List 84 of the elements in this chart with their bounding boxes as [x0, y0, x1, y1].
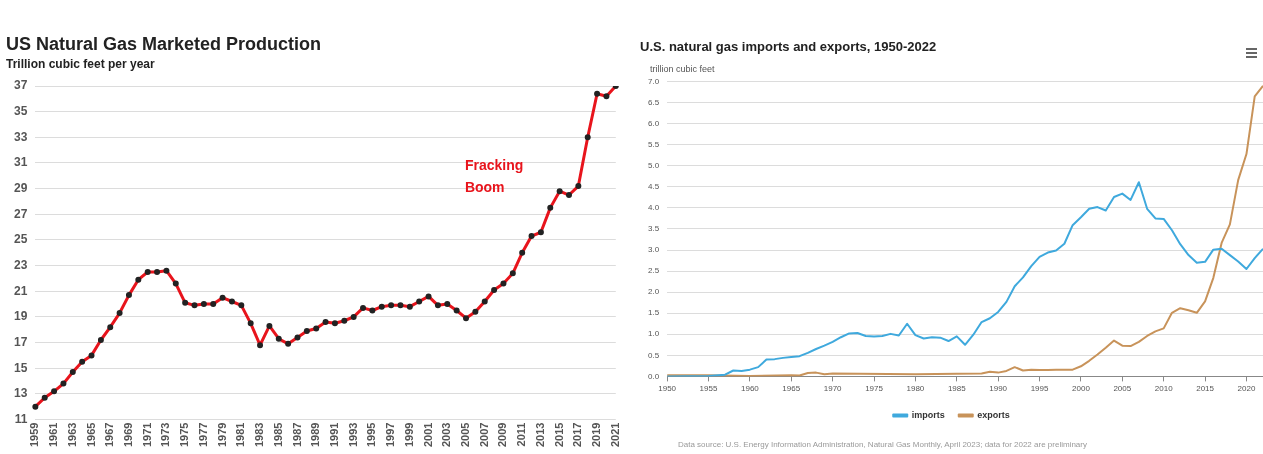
y-tick-label: 17: [13, 334, 28, 349]
x-tick-label: 2001: [421, 422, 434, 448]
x-tick-label: 1967: [103, 422, 116, 448]
x-tick-label: 1985: [271, 422, 284, 448]
y-tick-label: 0.5: [648, 350, 660, 360]
legend-label: imports: [911, 409, 945, 420]
x-tick-label: 1959: [28, 422, 41, 448]
x-tick-label: 1999: [402, 422, 415, 448]
x-tick-label: 2003: [440, 422, 453, 448]
x-tick-label: 2015: [552, 422, 565, 448]
x-tick-label: 2005: [459, 422, 472, 448]
x-tick-label: 1965: [782, 384, 801, 394]
x-tick-label: 1955: [699, 384, 718, 394]
x-tick-label: 1979: [215, 422, 228, 448]
x-tick-label: 1991: [327, 422, 340, 448]
x-tick-label: 2007: [477, 422, 490, 448]
x-tick-label: 1970: [823, 384, 843, 394]
x-tick-label: 1969: [122, 422, 134, 448]
x-tick-label: 1995: [1030, 384, 1049, 394]
y-tick-label: 7.0: [648, 76, 660, 86]
x-tick-label: 1950: [658, 384, 677, 394]
x-tick-label: 1971: [140, 422, 153, 448]
x-tick-label: 1960: [740, 384, 760, 394]
y-tick-label: 6.5: [648, 97, 660, 107]
x-tick-label: 1993: [346, 422, 359, 448]
x-tick-label: 1997: [384, 422, 397, 448]
x-tick-label: 1987: [290, 422, 303, 448]
x-tick-label: 2017: [571, 422, 584, 448]
x-tick-label: 1989: [309, 422, 322, 448]
y-tick-label: 37: [13, 78, 28, 93]
x-tick-label: 1985: [947, 384, 967, 394]
y-tick-label: 2.0: [648, 287, 660, 297]
y-tick-label: 35: [13, 103, 28, 118]
y-tick-label: 31: [13, 155, 28, 170]
y-tick-label: 29: [13, 180, 28, 195]
y-tick-label: 1.0: [648, 329, 660, 339]
x-tick-label: 2020: [1237, 384, 1256, 394]
y-tick-label: 1.5: [648, 308, 660, 318]
y-tick-label: 19: [13, 309, 28, 324]
chart-title: US Natural Gas Marketed Production: [6, 33, 322, 54]
x-tick-label: 1995: [365, 422, 378, 448]
x-tick-label: 1975: [865, 384, 884, 394]
x-tick-label: 2015: [1196, 384, 1215, 394]
x-tick-label: 2011: [515, 422, 528, 447]
y-tick-label: 21: [13, 283, 28, 298]
x-tick-label: 2021: [608, 422, 621, 448]
y-tick-label: 27: [13, 206, 28, 221]
chart-subtitle: Trillion cubic feet per year: [6, 57, 156, 72]
y-tick-label: 25: [13, 232, 28, 247]
x-tick-label: 2000: [1072, 384, 1091, 394]
y-tick-label: 13: [13, 386, 28, 401]
annotation: Fracking Boom: [464, 156, 524, 195]
y-tick-label: 5.5: [648, 139, 660, 149]
x-tick-label: 2010: [1154, 384, 1174, 394]
x-tick-label: 1973: [159, 422, 172, 448]
y-axis-title: trillion cubic feet: [650, 63, 716, 74]
y-tick-label: 23: [13, 257, 28, 272]
source-note: Data source: U.S. Energy Information Administration, Natural Gas Monthly, April 2023; data for 2022 are preliminary: [678, 440, 1087, 449]
y-tick-label: 5.0: [648, 161, 660, 171]
x-tick-label: 1980: [906, 384, 925, 394]
y-tick-label: 0.0: [648, 371, 660, 381]
x-tick-label: 1961: [47, 422, 60, 448]
x-tick-label: 1965: [84, 422, 97, 448]
y-tick-label: 15: [13, 360, 28, 375]
y-tick-label: 33: [13, 129, 28, 144]
y-tick-label: 3.0: [648, 245, 660, 255]
x-tick-label: 1975: [178, 422, 191, 448]
y-tick-label: 3.5: [648, 224, 660, 234]
x-tick-label: 1963: [65, 422, 78, 448]
y-tick-label: 4.0: [648, 203, 660, 213]
x-tick-label: 2009: [496, 422, 509, 448]
x-tick-label: 2013: [533, 422, 546, 448]
y-tick-label: 6.0: [648, 118, 660, 128]
x-tick-label: 2005: [1113, 384, 1132, 394]
x-tick-label: 2019: [590, 422, 603, 448]
y-tick-label: 11: [14, 411, 28, 426]
x-tick-label: 1990: [989, 384, 1008, 394]
x-tick-label: 1983: [253, 422, 266, 448]
x-tick-label: 1977: [196, 422, 209, 448]
x-tick-label: 1981: [234, 422, 247, 448]
y-tick-label: 4.5: [648, 182, 660, 192]
legend-label: exports: [977, 409, 1010, 420]
y-tick-label: 2.5: [648, 266, 660, 276]
chart-title: U.S. natural gas imports and exports, 1950-2022: [640, 39, 937, 55]
